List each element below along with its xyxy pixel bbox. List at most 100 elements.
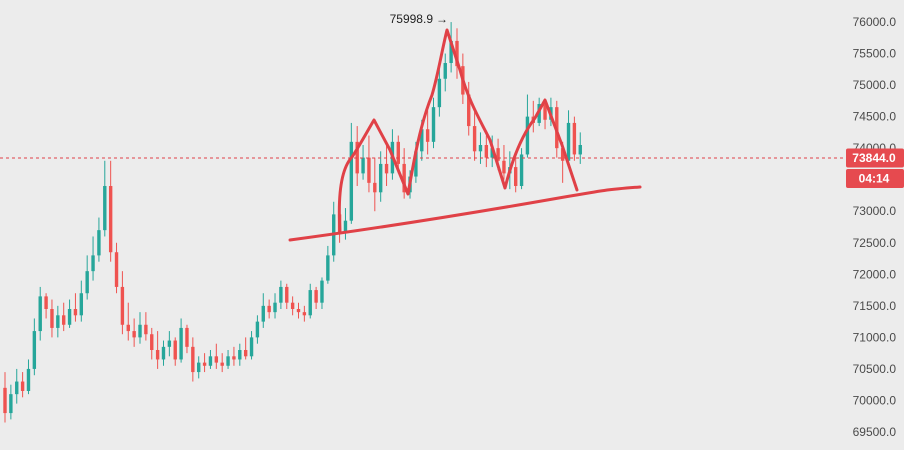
candle-down bbox=[126, 324, 130, 332]
candle-down bbox=[285, 286, 289, 303]
candle-up bbox=[437, 78, 442, 108]
candle-up bbox=[449, 40, 453, 63]
candle-down bbox=[373, 182, 377, 193]
candle-up bbox=[91, 255, 95, 272]
candle-down bbox=[202, 362, 207, 366]
peak-annotation: 75998.9 → bbox=[390, 12, 448, 26]
candle-up bbox=[138, 324, 142, 338]
candle-down bbox=[467, 94, 471, 127]
candle-down bbox=[425, 129, 430, 142]
y-tick-label: 74500.0 bbox=[853, 110, 897, 124]
y-tick-label: 69500.0 bbox=[853, 425, 897, 439]
candle-up bbox=[179, 327, 183, 360]
y-tick-label: 75500.0 bbox=[853, 47, 897, 61]
peak-arrow-icon: → bbox=[436, 12, 448, 26]
current-price-value: 73844.0 bbox=[852, 151, 896, 165]
candle-down bbox=[150, 334, 154, 350]
candle-down bbox=[232, 356, 236, 360]
peak-price-label: 75998.9 bbox=[390, 12, 434, 26]
candle-down bbox=[120, 286, 125, 325]
candle-up bbox=[32, 331, 37, 369]
candle-down bbox=[472, 126, 477, 152]
y-tick-label: 70500.0 bbox=[853, 362, 897, 376]
bar-countdown-badge: 04:14 bbox=[846, 168, 904, 188]
y-tick-label: 72500.0 bbox=[853, 236, 897, 250]
y-tick-label: 75000.0 bbox=[853, 78, 897, 92]
bar-countdown-value: 04:14 bbox=[859, 171, 890, 185]
candle-up bbox=[326, 255, 330, 281]
candle-up bbox=[79, 293, 84, 316]
candle-up bbox=[38, 296, 42, 332]
candle-up bbox=[578, 145, 582, 155]
candle-up bbox=[85, 271, 89, 294]
candle-down bbox=[44, 296, 48, 309]
annotations-layer bbox=[288, 28, 642, 242]
candle-up bbox=[67, 309, 72, 325]
candle-down bbox=[290, 302, 295, 309]
candle-down bbox=[560, 148, 565, 161]
candle-down bbox=[355, 141, 359, 174]
candle-down bbox=[114, 252, 119, 287]
candles-layer bbox=[3, 22, 582, 423]
candle-down bbox=[402, 163, 406, 193]
candle-down bbox=[314, 290, 318, 303]
candle-down bbox=[155, 350, 160, 360]
candle-down bbox=[50, 309, 54, 328]
candle-down bbox=[367, 157, 371, 183]
candle-up bbox=[431, 107, 436, 142]
candle-up bbox=[420, 129, 424, 152]
head-and-shoulders-annotation bbox=[337, 28, 579, 234]
y-tick-label: 76000.0 bbox=[853, 15, 897, 29]
candle-down bbox=[144, 324, 148, 335]
candle-up bbox=[361, 157, 365, 174]
y-tick-label: 72000.0 bbox=[853, 267, 897, 281]
candle-up bbox=[261, 305, 265, 322]
candle-up bbox=[197, 362, 201, 373]
candle-up bbox=[226, 356, 230, 366]
candle-up bbox=[320, 280, 324, 303]
candle-down bbox=[243, 350, 248, 357]
candle-down bbox=[173, 340, 177, 360]
candle-down bbox=[191, 346, 195, 373]
candle-up bbox=[167, 340, 172, 347]
candle-down bbox=[20, 381, 25, 391]
candle-up bbox=[273, 302, 277, 313]
candle-down bbox=[220, 362, 224, 366]
y-tick-label: 73000.0 bbox=[853, 204, 897, 218]
candle-up bbox=[279, 286, 283, 303]
candle-down bbox=[267, 305, 271, 313]
trendline-annotation bbox=[288, 185, 642, 242]
candle-up bbox=[378, 163, 383, 193]
candle-up bbox=[414, 151, 418, 177]
candle-up bbox=[490, 148, 494, 158]
candle-up bbox=[97, 230, 101, 256]
candle-up bbox=[343, 220, 348, 234]
candle-up bbox=[161, 346, 166, 360]
candle-down bbox=[543, 104, 547, 120]
candle-up bbox=[208, 356, 213, 366]
candle-up bbox=[103, 186, 107, 231]
candle-down bbox=[484, 145, 489, 158]
candle-down bbox=[185, 327, 189, 347]
candle-down bbox=[132, 331, 136, 338]
candle-up bbox=[9, 394, 13, 414]
candle-down bbox=[296, 309, 301, 313]
candle-down bbox=[502, 160, 506, 174]
current-price-badge: 73844.0 bbox=[846, 148, 904, 168]
candle-up bbox=[238, 350, 242, 360]
candle-down bbox=[214, 356, 219, 363]
candle-up bbox=[26, 368, 31, 391]
candle-up bbox=[308, 290, 312, 316]
candle-down bbox=[513, 167, 518, 186]
y-tick-label: 71500.0 bbox=[853, 299, 897, 313]
candle-up bbox=[443, 63, 447, 79]
candle-up bbox=[525, 116, 530, 155]
candle-down bbox=[384, 163, 389, 174]
candle-down bbox=[572, 122, 577, 155]
candle-up bbox=[519, 154, 524, 186]
candle-down bbox=[496, 148, 500, 161]
candle-up bbox=[478, 145, 483, 152]
y-tick-label: 70000.0 bbox=[853, 393, 897, 407]
candle-down bbox=[3, 387, 7, 414]
